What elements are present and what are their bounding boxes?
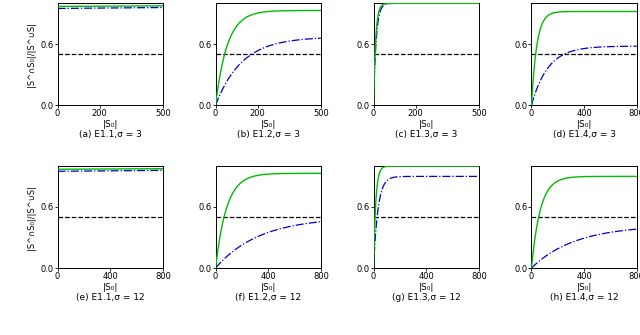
X-axis label: |S₀|
(g) E1.3,σ = 12: |S₀| (g) E1.3,σ = 12 <box>392 282 461 302</box>
X-axis label: |S₀|
(e) E1.1,σ = 12: |S₀| (e) E1.1,σ = 12 <box>76 282 145 302</box>
X-axis label: |S₀|
(h) E1.4,σ = 12: |S₀| (h) E1.4,σ = 12 <box>550 282 618 302</box>
X-axis label: |S₀|
(f) E1.2,σ = 12: |S₀| (f) E1.2,σ = 12 <box>235 282 301 302</box>
X-axis label: |S₀|
(b) E1.2,σ = 3: |S₀| (b) E1.2,σ = 3 <box>237 120 300 139</box>
Y-axis label: |S^∩S₀|/|S^∪S|: |S^∩S₀|/|S^∪S| <box>27 22 36 87</box>
Y-axis label: |S^∩S₀|/|S^∪S|: |S^∩S₀|/|S^∪S| <box>27 185 36 250</box>
X-axis label: |S₀|
(c) E1.3,σ = 3: |S₀| (c) E1.3,σ = 3 <box>395 120 458 139</box>
X-axis label: |S₀|
(a) E1.1,σ = 3: |S₀| (a) E1.1,σ = 3 <box>79 120 141 139</box>
X-axis label: |S₀|
(d) E1.4,σ = 3: |S₀| (d) E1.4,σ = 3 <box>553 120 616 139</box>
